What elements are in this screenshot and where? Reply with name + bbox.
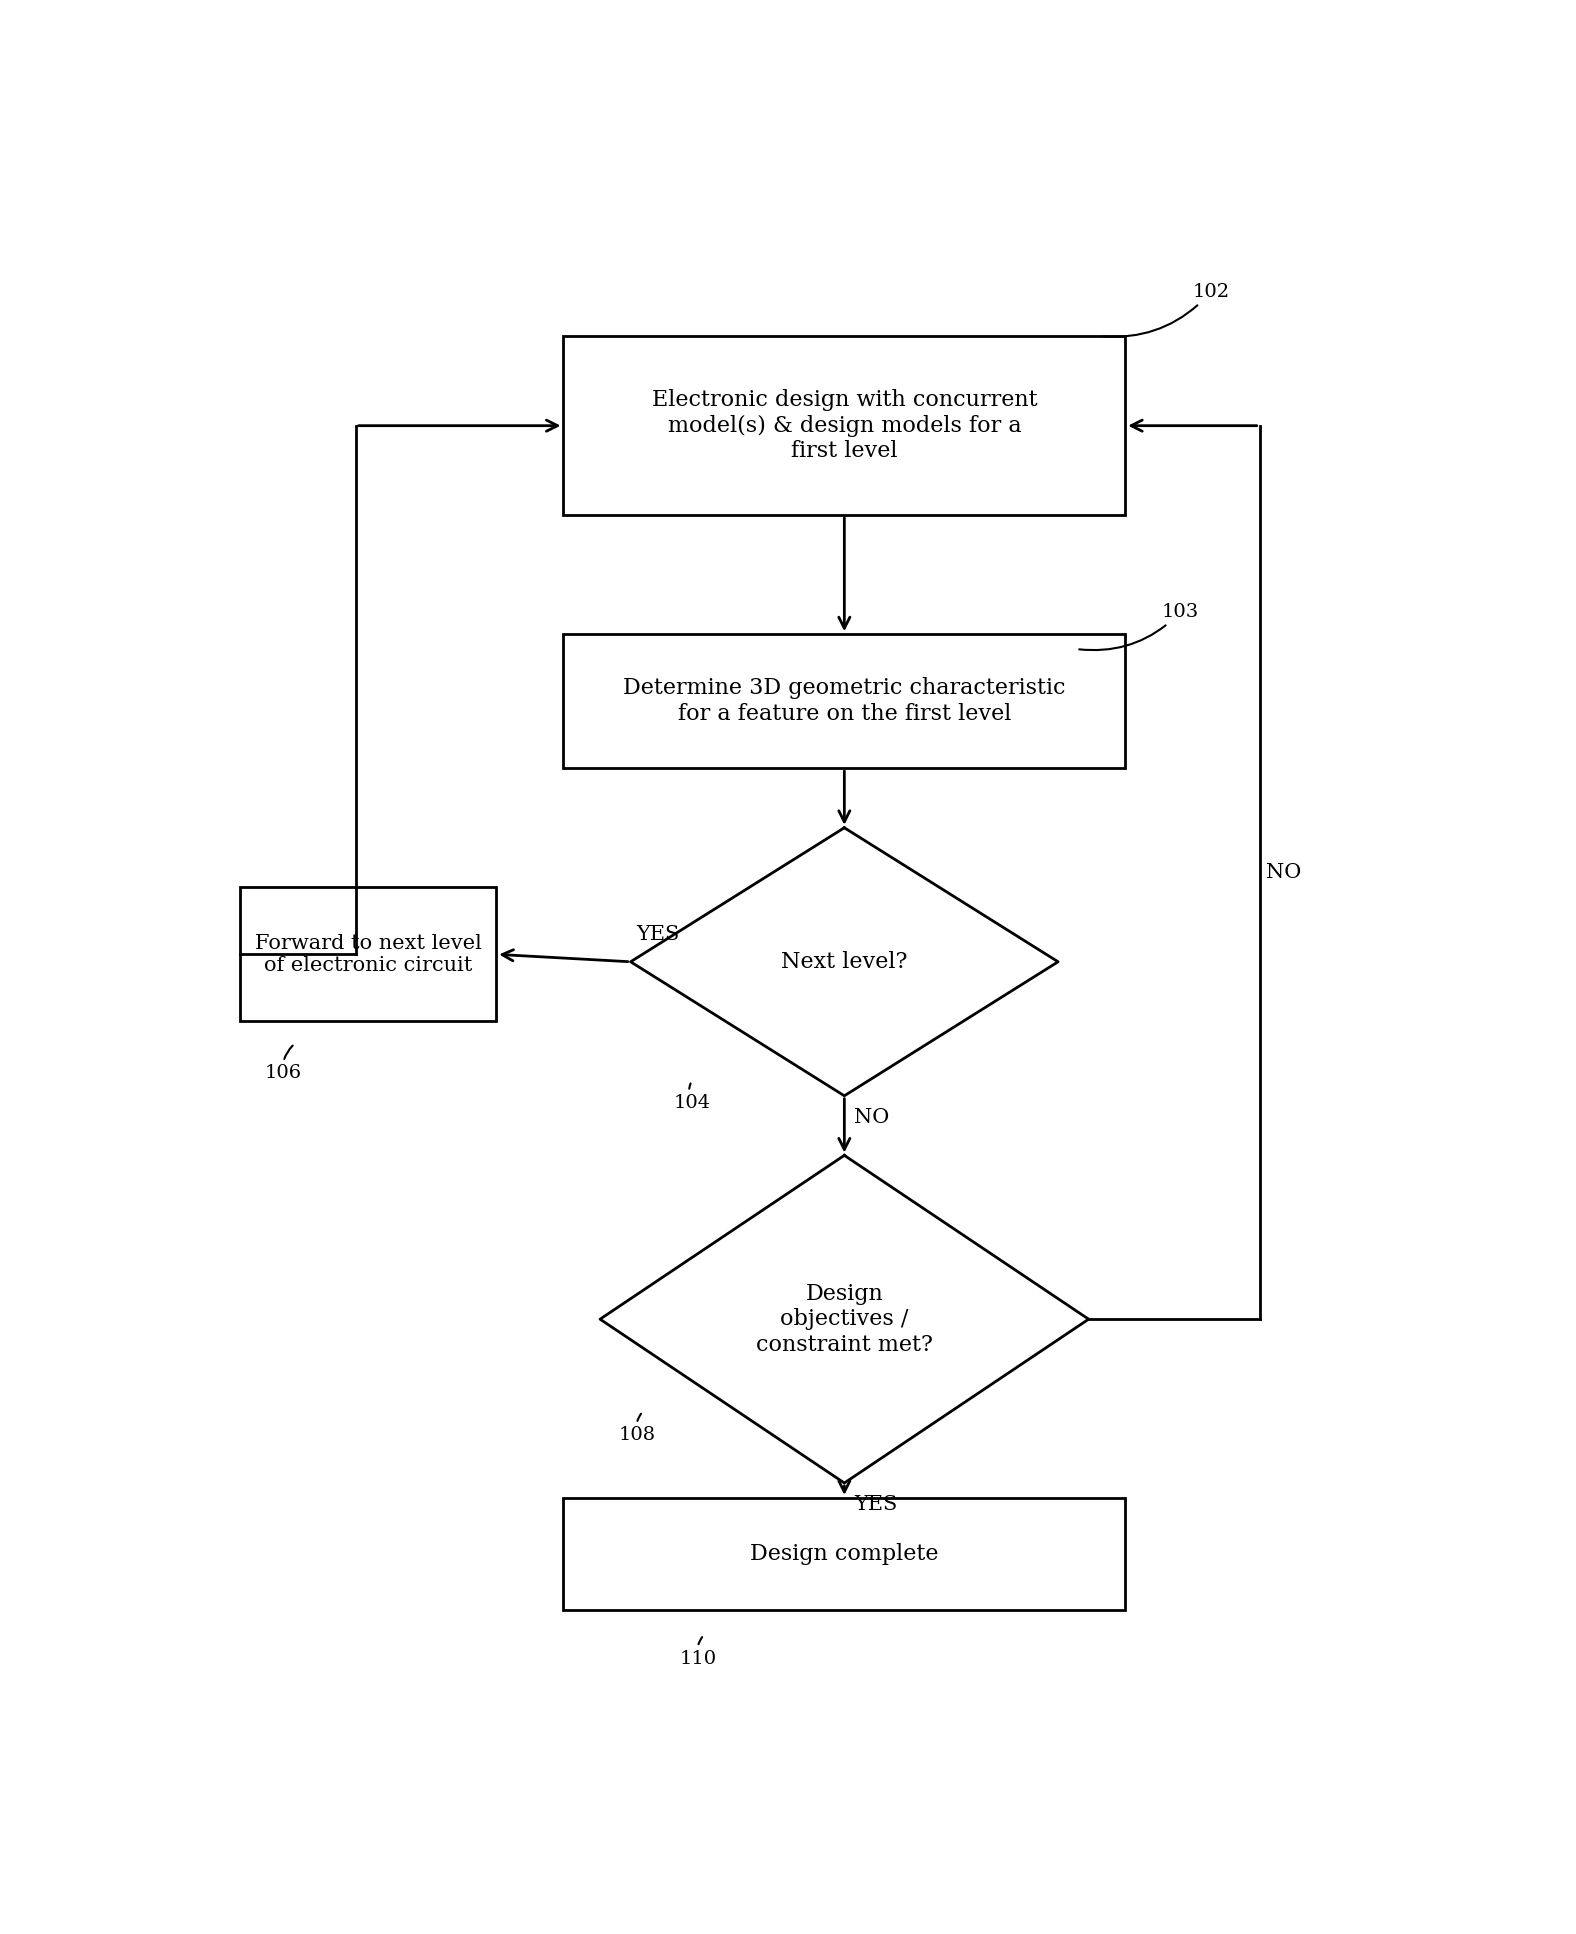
Text: Electronic design with concurrent
model(s) & design models for a
first level: Electronic design with concurrent model(… bbox=[651, 389, 1037, 462]
Text: Design
objectives /
constraint met?: Design objectives / constraint met? bbox=[756, 1282, 933, 1356]
Text: 103: 103 bbox=[1080, 603, 1199, 650]
Text: YES: YES bbox=[637, 924, 679, 944]
Text: Next level?: Next level? bbox=[782, 952, 908, 973]
Text: 102: 102 bbox=[1103, 282, 1229, 337]
Text: 106: 106 bbox=[265, 1046, 301, 1083]
Bar bbox=[564, 634, 1125, 768]
Text: NO: NO bbox=[1266, 863, 1300, 882]
Bar bbox=[564, 337, 1125, 514]
Text: Design complete: Design complete bbox=[750, 1543, 939, 1565]
Text: NO: NO bbox=[854, 1108, 889, 1128]
Bar bbox=[564, 1497, 1125, 1609]
Text: 110: 110 bbox=[679, 1636, 717, 1667]
Bar bbox=[240, 888, 496, 1021]
Text: 104: 104 bbox=[673, 1083, 711, 1112]
Text: Determine 3D geometric characteristic
for a feature on the first level: Determine 3D geometric characteristic fo… bbox=[623, 677, 1065, 725]
Text: 108: 108 bbox=[618, 1414, 656, 1445]
Text: YES: YES bbox=[854, 1495, 897, 1514]
Text: Forward to next level
of electronic circuit: Forward to next level of electronic circ… bbox=[255, 934, 481, 975]
